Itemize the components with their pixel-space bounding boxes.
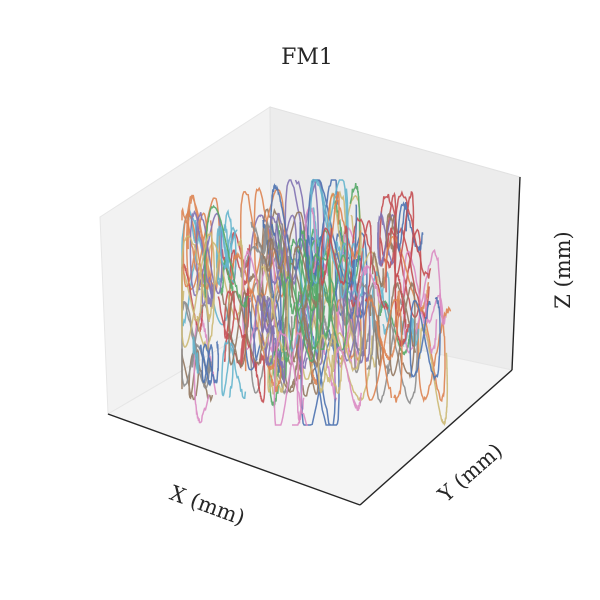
trajectory-line — [285, 260, 324, 369]
trajectory-line — [255, 236, 285, 274]
trajectory-line — [253, 352, 266, 404]
trajectory-line — [383, 235, 430, 312]
trajectory-line — [219, 224, 238, 271]
trajectory-line — [300, 329, 340, 426]
trajectory-line — [306, 179, 358, 288]
trajectory-line — [309, 252, 349, 352]
z-axis-label: Z (mm) — [551, 231, 575, 308]
trajectory-line — [288, 237, 319, 315]
trajectory-line — [220, 258, 234, 296]
trajectory-line — [269, 212, 298, 286]
z-axis-line — [511, 176, 521, 371]
trajectory-line — [277, 337, 288, 385]
trajectory-line — [318, 331, 343, 395]
trajectory-line — [397, 201, 424, 253]
trajectory-line — [375, 290, 400, 361]
trajectory-line — [334, 183, 361, 284]
chart-title: FM1 — [281, 45, 333, 70]
trajectory-line — [291, 244, 321, 308]
trajectory-line — [333, 344, 362, 411]
trajectory-line — [199, 340, 220, 387]
trajectory-line — [273, 329, 308, 426]
trajectory-line — [424, 291, 447, 327]
trajectory-line — [186, 194, 221, 293]
trajectory-line — [320, 225, 349, 287]
trajectory-line — [353, 280, 391, 374]
trajectory-line — [205, 237, 244, 321]
trajectory-line — [181, 231, 216, 350]
y-axis-label: Y (mm) — [433, 438, 507, 507]
trajectory-line — [323, 303, 336, 348]
trajectory-line — [189, 209, 223, 299]
y-axis-line — [359, 369, 513, 506]
trajectory-line — [203, 204, 249, 309]
trajectory-line — [332, 330, 362, 373]
trajectory-line — [330, 248, 380, 368]
x-axis-line — [107, 413, 361, 506]
trajectory-line — [409, 296, 441, 382]
trajectory-line — [389, 281, 417, 380]
trajectory-series-group — [181, 178, 452, 427]
trajectory-line — [221, 289, 264, 368]
trajectory-line — [239, 186, 286, 300]
trajectory-line — [227, 251, 280, 371]
trajectory-line — [254, 295, 275, 335]
trajectory-line — [356, 264, 381, 316]
trajectory-line — [369, 294, 382, 367]
x-axis-label: X (mm) — [167, 481, 248, 530]
trajectory-line — [192, 336, 199, 374]
trajectory-line — [342, 288, 371, 364]
trajectory-line — [364, 295, 403, 403]
trajectory-line — [250, 219, 283, 257]
trajectory-line — [371, 251, 384, 288]
trajectory-line — [350, 217, 389, 311]
trajectory-line — [393, 190, 432, 279]
trajectory-line — [221, 337, 247, 399]
